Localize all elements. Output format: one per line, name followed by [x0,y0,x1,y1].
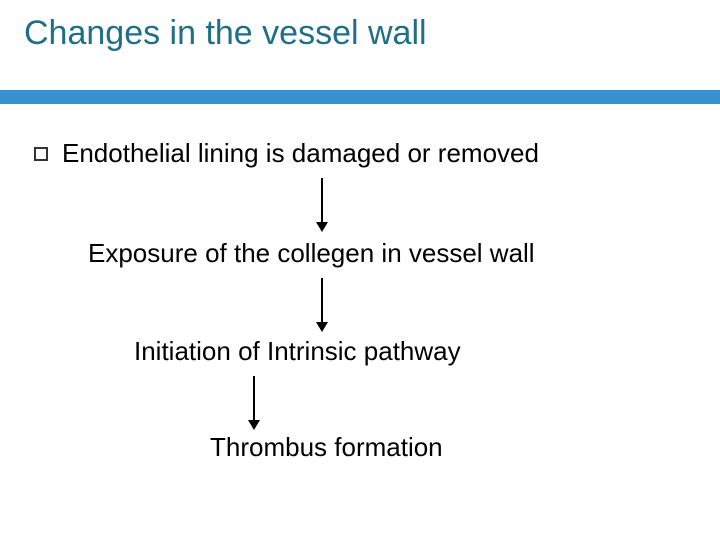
down-arrow-icon [248,376,260,430]
step-text-3: Initiation of Intrinsic pathway [134,336,461,367]
down-arrow-icon [316,278,328,332]
step-text-2: Exposure of the collegen in vessel wall [88,238,535,269]
arrow-head-icon [316,322,328,332]
step-2: Exposure of the collegen in vessel wall [88,238,535,269]
step-text-4: Thrombus formation [210,432,443,463]
down-arrow-icon [316,178,328,232]
arrow-shaft [321,278,323,322]
title-underline-bar [0,90,720,104]
arrow-shaft [253,376,255,420]
slide: Changes in the vessel wall Endothelial l… [0,0,720,540]
arrow-head-icon [248,420,260,430]
slide-title: Changes in the vessel wall [24,14,427,53]
square-bullet-icon [34,147,48,161]
bullet-item-1: Endothelial lining is damaged or removed [34,138,539,169]
step-3: Initiation of Intrinsic pathway [134,336,461,367]
step-text-1: Endothelial lining is damaged or removed [62,138,539,169]
arrow-shaft [321,178,323,222]
step-4: Thrombus formation [210,432,443,463]
arrow-head-icon [316,222,328,232]
